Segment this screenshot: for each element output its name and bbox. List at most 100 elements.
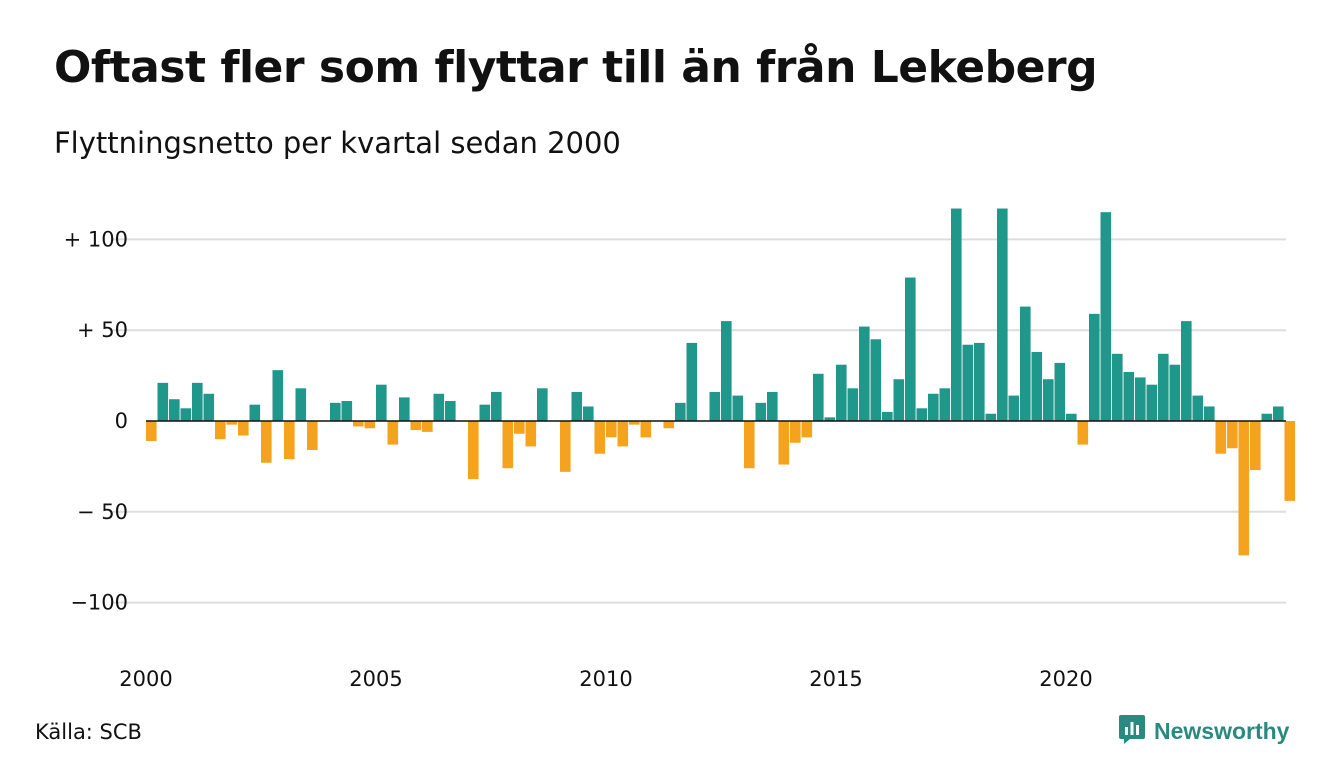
y-tick-label: + 50	[77, 318, 128, 342]
newsworthy-logo[interactable]: Newsworthy	[1118, 714, 1289, 748]
bar	[721, 321, 732, 421]
bar	[997, 208, 1008, 421]
bar	[1123, 371, 1135, 421]
chart-subtitle: Flyttningsnetto per kvartal sedan 2000	[54, 126, 621, 160]
bar	[364, 421, 376, 429]
bar	[847, 388, 859, 421]
y-axis-tick-labels: + 100 + 50 0 − 50 −100	[64, 227, 128, 614]
bar	[1043, 379, 1054, 421]
bar	[905, 277, 916, 421]
bar	[859, 326, 870, 421]
bar	[387, 421, 399, 445]
y-tick-label: − 50	[77, 500, 128, 524]
bar	[238, 421, 249, 436]
bar	[1020, 306, 1031, 421]
x-tick-label: 2015	[809, 667, 862, 691]
bar	[180, 408, 192, 421]
bar	[778, 421, 790, 465]
bar	[732, 395, 744, 421]
bar	[1273, 406, 1284, 421]
bar	[433, 393, 445, 421]
bar	[1250, 421, 1261, 471]
bar	[951, 208, 962, 421]
bar	[1008, 395, 1020, 421]
bar	[571, 391, 583, 421]
bar	[1284, 421, 1296, 501]
bar	[606, 421, 617, 438]
bar	[1169, 364, 1181, 421]
bar	[1215, 421, 1227, 454]
y-tick-label: + 100	[64, 227, 128, 251]
bar	[916, 408, 928, 421]
bar	[376, 384, 387, 421]
bar	[583, 406, 594, 421]
bar	[1158, 353, 1169, 421]
bar	[341, 401, 353, 421]
y-tick-label: −100	[70, 591, 128, 615]
bar	[1192, 395, 1204, 421]
bar	[479, 404, 491, 421]
x-tick-label: 2000	[119, 667, 172, 691]
bar	[1077, 421, 1089, 445]
bar	[962, 344, 974, 421]
bar	[1054, 362, 1066, 421]
bar	[249, 404, 261, 421]
bar	[353, 421, 364, 427]
bar	[640, 421, 652, 438]
bar	[1112, 353, 1123, 421]
bar	[261, 421, 272, 463]
bar	[203, 393, 215, 421]
bar	[675, 402, 686, 421]
bar	[836, 364, 847, 421]
newsworthy-logo-icon	[1118, 713, 1146, 749]
bars	[146, 208, 1296, 556]
bar	[491, 391, 502, 421]
bar	[1146, 384, 1158, 421]
bar	[272, 370, 284, 421]
bar	[744, 421, 755, 469]
bar	[594, 421, 606, 454]
bar	[502, 421, 514, 469]
bar	[755, 402, 767, 421]
bar	[663, 421, 675, 429]
bar	[525, 421, 537, 447]
bar	[767, 391, 778, 421]
bar	[169, 399, 180, 421]
y-tick-label: 0	[115, 409, 128, 433]
bar	[422, 421, 433, 432]
bar	[295, 388, 307, 421]
bar	[1135, 377, 1146, 421]
bar	[1031, 351, 1043, 421]
bar	[686, 342, 698, 421]
bar	[974, 342, 985, 421]
bar	[882, 411, 893, 421]
bar-chart: + 100 + 50 0 − 50 −100 2000 2005 2010 2015 2020	[64, 208, 1296, 691]
bar	[893, 379, 905, 421]
bar	[709, 391, 721, 421]
bar	[813, 373, 824, 421]
bar	[1261, 413, 1273, 421]
bar	[939, 388, 951, 421]
bar	[468, 421, 479, 480]
x-tick-label: 2005	[349, 667, 402, 691]
bar	[215, 421, 226, 440]
bar	[514, 421, 525, 434]
bar	[629, 421, 640, 425]
bar	[284, 421, 295, 460]
bar	[445, 401, 456, 421]
bar	[1227, 421, 1238, 449]
bar	[1089, 313, 1100, 421]
bar	[617, 421, 629, 447]
bar	[1181, 321, 1192, 421]
bar	[192, 382, 203, 421]
bar	[330, 402, 341, 421]
bar	[157, 382, 169, 421]
bar	[537, 388, 548, 421]
bar	[928, 393, 939, 421]
bar	[985, 413, 997, 421]
bar	[399, 397, 410, 421]
bar	[790, 421, 801, 443]
chart-title: Oftast fler som flyttar till än från Lek…	[54, 42, 1098, 93]
x-tick-label: 2010	[579, 667, 632, 691]
x-axis-tick-labels: 2000 2005 2010 2015 2020	[119, 667, 1092, 691]
